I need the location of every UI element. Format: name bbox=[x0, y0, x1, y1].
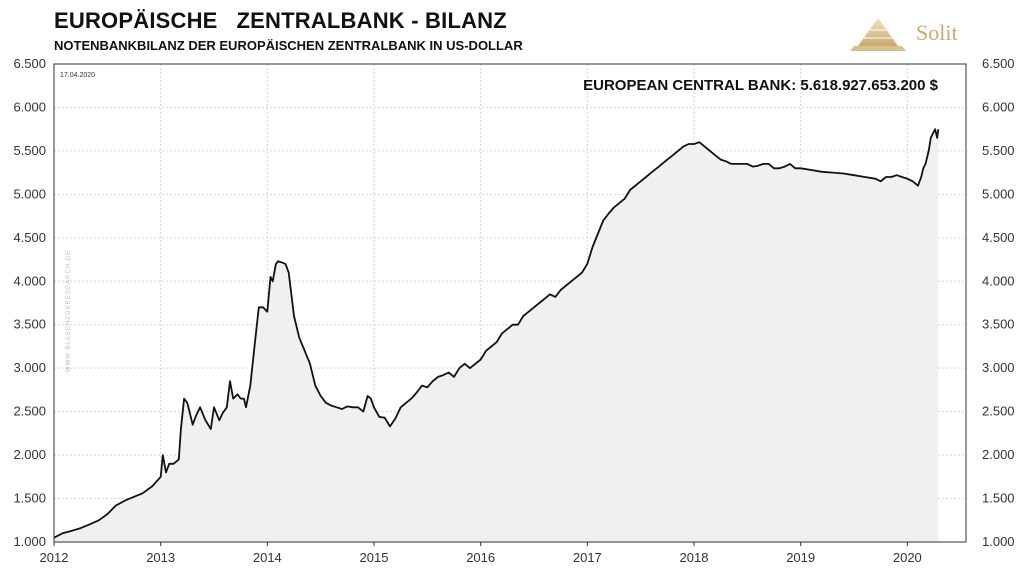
series-area-fill bbox=[54, 129, 939, 542]
x-tick-label: 2012 bbox=[40, 550, 69, 565]
y-tick-label-left: 2.500 bbox=[13, 404, 46, 419]
series-line bbox=[53, 128, 940, 539]
x-tick-label: 2016 bbox=[466, 550, 495, 565]
y-tick-label-left: 3.500 bbox=[13, 317, 46, 332]
y-tick-label-right: 1.500 bbox=[982, 491, 1015, 506]
y-tick-label-right: 2.000 bbox=[982, 447, 1015, 462]
series-annotation: EUROPEAN CENTRAL BANK: 5.618.927.653.200… bbox=[583, 77, 939, 94]
chart-subtitle: NOTENBANKBILANZ DER EUROPÄISCHEN ZENTRAL… bbox=[54, 38, 523, 53]
y-tick-label-left: 4.000 bbox=[13, 273, 46, 288]
x-tick-label: 2015 bbox=[360, 550, 389, 565]
y-tick-label-left: 4.500 bbox=[13, 230, 46, 245]
x-tick-label: 2017 bbox=[573, 550, 602, 565]
x-tick-label: 2018 bbox=[680, 550, 709, 565]
x-tick-label: 2020 bbox=[893, 550, 922, 565]
y-tick-label-left: 1.500 bbox=[13, 491, 46, 506]
x-tick-label: 2019 bbox=[786, 550, 815, 565]
date-label: 17.04.2020 bbox=[60, 72, 95, 79]
y-tick-label-right: 6.000 bbox=[982, 99, 1015, 114]
y-tick-label-left: 6.000 bbox=[13, 99, 46, 114]
y-tick-label-left: 2.000 bbox=[13, 447, 46, 462]
y-tick-label-right: 3.000 bbox=[982, 360, 1015, 375]
logo-text: Solit bbox=[916, 20, 958, 45]
y-tick-label-right: 5.000 bbox=[982, 186, 1015, 201]
y-tick-label-left: 6.500 bbox=[13, 56, 46, 71]
x-tick-label: 2013 bbox=[146, 550, 175, 565]
y-tick-label-right: 2.500 bbox=[982, 404, 1015, 419]
y-tick-label-left: 1.000 bbox=[13, 534, 46, 549]
y-tick-label-right: 4.500 bbox=[982, 230, 1015, 245]
pyramid-icon bbox=[850, 18, 906, 51]
solit-logo: Solit bbox=[846, 14, 976, 54]
y-tick-label-left: 5.500 bbox=[13, 143, 46, 158]
chart-title: EUROPÄISCHE ZENTRALBANK - BILANZ bbox=[54, 8, 507, 33]
y-tick-label-right: 6.500 bbox=[982, 56, 1015, 71]
plot-frame bbox=[53, 63, 967, 543]
y-axis-left: 1.000 1.500 2.000 2.500 3.000 3.500 4.000 4.500… bbox=[13, 56, 46, 549]
x-tick-label: 2014 bbox=[253, 550, 282, 565]
y-tick-label-left: 5.000 bbox=[13, 186, 46, 201]
y-tick-label-right: 4.000 bbox=[982, 273, 1015, 288]
y-tick-label-right: 3.500 bbox=[982, 317, 1015, 332]
y-axis-right: 1.000 1.500 2.000 2.500 3.000 3.500 4.000 4.500… bbox=[982, 56, 1015, 549]
watermark-text: WWW.BLASCHZOKRESEARCH.DE bbox=[66, 250, 72, 372]
y-tick-label-right: 1.000 bbox=[982, 534, 1015, 549]
x-axis: 2012 2013 2014 2015 2016 2017 2018 2019 2020 bbox=[40, 542, 922, 565]
y-tick-label-right: 5.500 bbox=[982, 143, 1015, 158]
y-tick-label-left: 3.000 bbox=[13, 360, 46, 375]
